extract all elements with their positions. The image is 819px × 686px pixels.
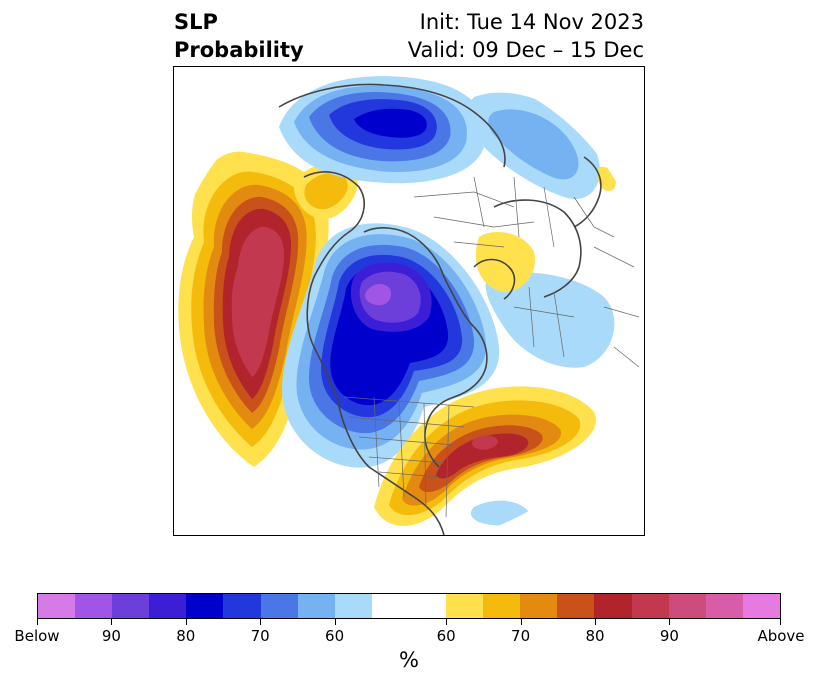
colorbar-tick-label-9: Above — [757, 627, 805, 645]
colorbar-tick-label-3: 70 — [250, 627, 270, 645]
polar-map — [173, 66, 645, 536]
colorbar-tick-8 — [669, 619, 671, 625]
colorbar-segment-above-0 — [446, 594, 484, 618]
anomaly-atlantic-high — [374, 386, 596, 526]
colorbar-segment-above-6 — [668, 594, 706, 618]
colorbar-tick-label-7: 80 — [585, 627, 605, 645]
colorbar-segment-below-3 — [149, 594, 187, 618]
colorbar-segment-below-2 — [112, 594, 150, 618]
colorbar-segment-neutral-0 — [371, 594, 447, 618]
anomaly-alaska-high — [293, 163, 358, 219]
map-title-dates: Init: Tue 14 Nov 2023 Valid: 09 Dec – 15… — [408, 8, 644, 64]
colorbar-segment-above-3 — [557, 594, 595, 618]
init-date: Init: Tue 14 Nov 2023 — [419, 10, 644, 34]
colorbar-segment-below-5 — [223, 594, 261, 618]
colorbar-segment-above-2 — [520, 594, 558, 618]
colorbar-segment-below-7 — [297, 594, 335, 618]
colorbar-tick-3 — [260, 619, 262, 625]
probability-map-canvas — [178, 76, 640, 535]
colorbar-tick-9 — [780, 619, 781, 625]
anomaly-north-america-low — [281, 223, 500, 468]
title-probability: Probability — [174, 38, 304, 62]
colorbar-segment-below-8 — [334, 594, 372, 618]
anomaly-europe-low — [485, 272, 615, 368]
colorbar-tick-label-1: 90 — [101, 627, 121, 645]
colorbar-tick-label-8: 90 — [659, 627, 679, 645]
anomaly-scandinavia-high — [475, 232, 535, 292]
colorbar-segment-below-6 — [260, 594, 298, 618]
colorbar-tick-4 — [334, 619, 336, 625]
colorbar-segment-above-4 — [594, 594, 632, 618]
colorbar-segment-above-7 — [705, 594, 743, 618]
anomaly-siberia-low — [279, 76, 486, 184]
colorbar-segment-below-1 — [75, 594, 113, 618]
colorbar-tick-6 — [520, 619, 522, 625]
colorbar-segment-above-8 — [742, 594, 780, 618]
anomaly-asia-east-low — [468, 92, 600, 199]
colorbar-segment-below-0 — [38, 594, 76, 618]
colorbar-segment-above-5 — [631, 594, 669, 618]
map-title-variable: SLP Probability — [174, 8, 304, 64]
valid-range: Valid: 09 Dec – 15 Dec — [407, 38, 644, 62]
colorbar-tick-1 — [111, 619, 113, 625]
colorbar-tick-label-0: Below — [14, 627, 60, 645]
colorbar-tick-label-2: 80 — [176, 627, 196, 645]
colorbar-tick-7 — [595, 619, 596, 625]
colorbar — [37, 593, 781, 619]
anomaly-mid-atlantic-low — [470, 500, 530, 526]
colorbar-tick-label-4: 60 — [325, 627, 345, 645]
colorbar-tick-0 — [37, 619, 38, 625]
colorbar-tick-5 — [446, 619, 448, 625]
colorbar-segment-below-4 — [186, 594, 224, 618]
colorbar-tick-label-6: 70 — [511, 627, 531, 645]
colorbar-tick-label-5: 60 — [436, 627, 456, 645]
colorbar-tick-2 — [185, 619, 187, 625]
colorbar-segment-above-1 — [483, 594, 521, 618]
colorbar-unit-label: % — [399, 648, 419, 672]
title-slp: SLP — [174, 10, 218, 34]
political-borders — [343, 176, 640, 518]
coastlines — [278, 83, 602, 535]
